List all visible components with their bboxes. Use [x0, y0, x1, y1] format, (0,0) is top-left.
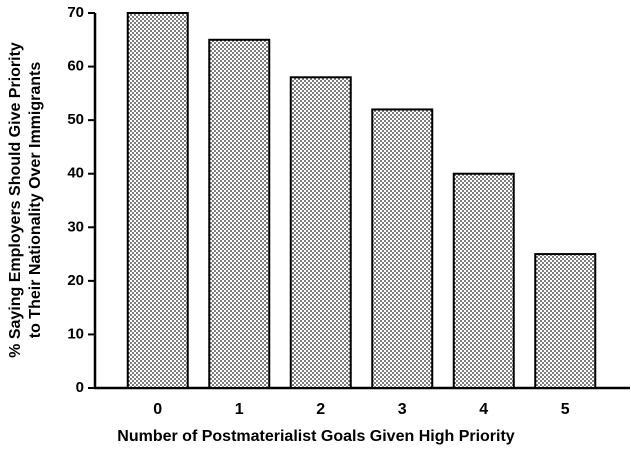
- x-tick-label: 0: [153, 401, 162, 418]
- y-tick-label: 70: [67, 4, 84, 21]
- y-tick-label: 10: [67, 325, 84, 342]
- y-tick-label: 60: [67, 58, 84, 75]
- bar: [371, 108, 434, 390]
- x-tick-label: 5: [561, 401, 570, 418]
- x-tick-label: 3: [398, 401, 407, 418]
- bar: [208, 38, 271, 390]
- y-tick-label: 40: [67, 165, 84, 182]
- x-tick-label: 4: [479, 401, 488, 418]
- y-tick-label: 0: [76, 379, 84, 396]
- y-tick-label: 20: [67, 272, 84, 289]
- x-tick-label: 1: [235, 401, 244, 418]
- x-axis-label: Number of Postmaterialist Goals Given Hi…: [117, 428, 515, 445]
- x-tick-label: 2: [316, 401, 325, 418]
- y-axis-label: to Their Nationality Over Immigrants: [27, 62, 44, 339]
- bar: [534, 253, 597, 389]
- y-axis-label: % Saying Employers Should Give Priority: [7, 42, 24, 358]
- bar: [289, 76, 352, 390]
- bar: [126, 12, 189, 389]
- y-tick-label: 30: [67, 218, 84, 235]
- y-tick-label: 50: [67, 111, 84, 128]
- bar: [452, 172, 515, 389]
